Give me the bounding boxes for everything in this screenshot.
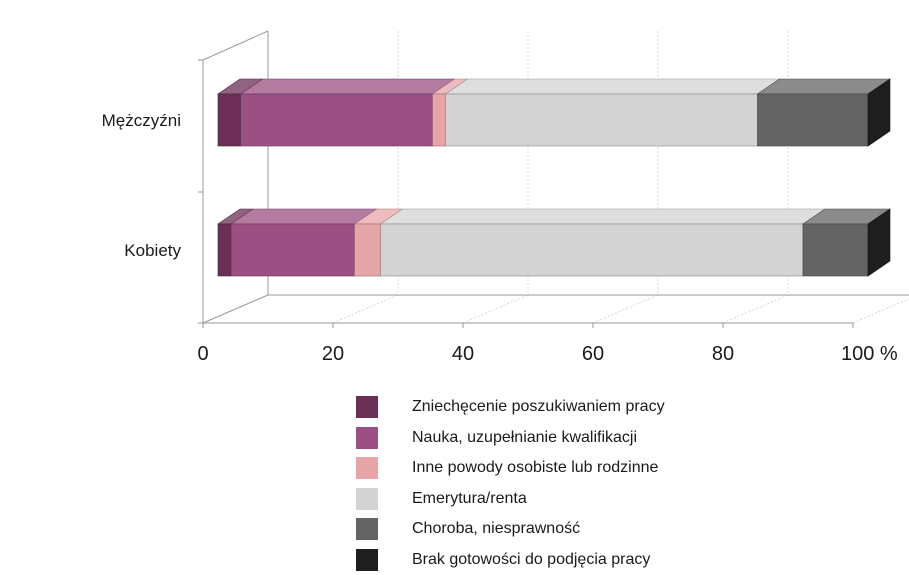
bar-segment-top	[446, 79, 780, 94]
legend-swatch	[356, 549, 378, 571]
legend-label: Zniechęcenie poszukiwaniem pracy	[412, 398, 665, 416]
legend: Zniechęcenie poszukiwaniem pracy Nauka, …	[356, 392, 665, 575]
legend-swatch	[356, 396, 378, 418]
legend-swatch	[356, 427, 378, 449]
legend-item: Inne powody osobiste lub rodzinne	[356, 453, 665, 484]
legend-item: Nauka, uzupełnianie kwalifikacji	[356, 423, 665, 454]
legend-swatch	[356, 457, 378, 479]
x-tick-label: 60	[582, 343, 604, 365]
floor-gridline	[463, 295, 528, 323]
bar-segment-front	[446, 94, 758, 146]
legend-label: Choroba, niesprawność	[412, 520, 580, 538]
category-label: Kobiety	[124, 241, 181, 260]
floor-gridline	[723, 295, 788, 323]
bar-segment	[381, 209, 826, 276]
bar-segment-front	[218, 224, 231, 276]
bar-segment-top	[231, 209, 377, 224]
bar-segment-front	[803, 224, 868, 276]
chart: 0 20 40 60 80 100 % Mężczyźni Kobiety	[0, 0, 909, 390]
gridlines	[203, 31, 909, 323]
bar-segment-front	[241, 94, 433, 146]
x-tick-label: 40	[452, 343, 474, 365]
axes	[198, 31, 909, 328]
bar-segment-top	[381, 209, 826, 224]
bar-segment-front	[218, 94, 241, 146]
bar-segment-front	[433, 94, 446, 146]
floor-gridline	[333, 295, 398, 323]
category-label: Mężczyźni	[102, 111, 181, 130]
bar-segment-front	[355, 224, 381, 276]
bar-segment-front	[758, 94, 869, 146]
floor-gridline	[853, 295, 909, 323]
category-labels: Mężczyźni Kobiety	[102, 111, 182, 260]
bars	[218, 79, 890, 276]
tick-labels: 0 20 40 60 80 100 %	[197, 343, 897, 365]
x-tick-label: 20	[322, 343, 344, 365]
legend-label: Nauka, uzupełnianie kwalifikacji	[412, 429, 637, 447]
legend-label: Inne powody osobiste lub rodzinne	[412, 459, 658, 477]
bar-segment-top	[241, 79, 455, 94]
floor-gridline	[593, 295, 658, 323]
legend-item: Choroba, niesprawność	[356, 514, 665, 545]
x-tick-label: 0	[197, 343, 208, 365]
legend-item: Brak gotowości do podjęcia pracy	[356, 545, 665, 575]
floor-edge	[203, 295, 268, 323]
x-tick-label: 100 %	[841, 343, 898, 365]
x-tick-label: 80	[712, 343, 734, 365]
bar-segment	[241, 79, 455, 146]
legend-item: Zniechęcenie poszukiwaniem pracy	[356, 392, 665, 423]
bar-segment-front	[231, 224, 355, 276]
legend-swatch	[356, 488, 378, 510]
legend-label: Brak gotowości do podjęcia pracy	[412, 551, 650, 569]
top-wall-edge	[203, 31, 268, 60]
bar-segment-top	[758, 79, 891, 94]
legend-swatch	[356, 518, 378, 540]
bar-segment-front	[381, 224, 804, 276]
legend-item: Emerytura/renta	[356, 484, 665, 515]
legend-label: Emerytura/renta	[412, 490, 527, 508]
bar-segment	[446, 79, 780, 146]
